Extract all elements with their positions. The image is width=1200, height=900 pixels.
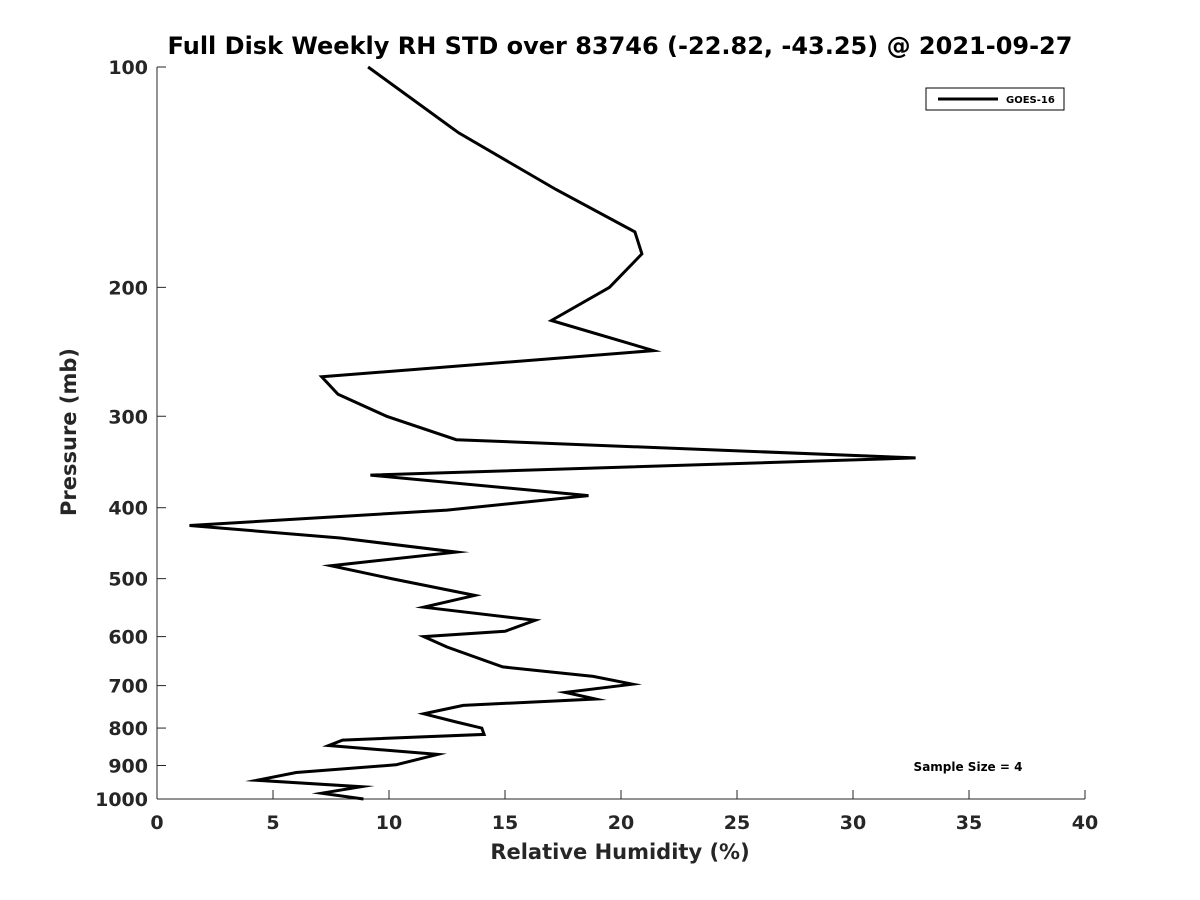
x-tick-label: 25 <box>724 812 750 834</box>
series-line-goes-16 <box>189 65 916 801</box>
y-tick-label: 100 <box>108 57 148 79</box>
x-tick-label: 0 <box>150 812 163 834</box>
y-tick-label: 600 <box>108 627 148 649</box>
sample-size-annotation: Sample Size = 4 <box>914 760 1023 774</box>
x-tick-label: 30 <box>840 812 866 834</box>
y-tick-label: 500 <box>108 569 148 591</box>
x-tick-label: 40 <box>1072 812 1098 834</box>
y-axis-label: Pressure (mb) <box>57 348 81 516</box>
x-tick-label: 35 <box>956 812 982 834</box>
x-tick-label: 20 <box>608 812 634 834</box>
x-axis-label: Relative Humidity (%) <box>490 840 749 864</box>
y-tick-label: 700 <box>108 676 148 698</box>
chart-title: Full Disk Weekly RH STD over 83746 (-22.… <box>168 32 1073 60</box>
y-tick-label: 1000 <box>95 789 148 811</box>
y-tick-label: 300 <box>108 406 148 428</box>
legend: GOES-16 <box>925 87 1065 111</box>
y-tick-label: 200 <box>108 277 148 299</box>
x-tick-label: 5 <box>266 812 279 834</box>
y-tick-label: 800 <box>108 718 148 740</box>
legend-label-goes-16: GOES-16 <box>1006 95 1055 106</box>
axis-ticks: 0 5 10 15 20 25 30 35 40 100 200 300 400 500 600 700 800… <box>95 57 1098 834</box>
y-tick-label: 900 <box>108 756 148 778</box>
x-tick-label: 10 <box>376 812 402 834</box>
plot-axes <box>156 67 1085 800</box>
x-tick-label: 15 <box>492 812 518 834</box>
series-layer <box>189 65 916 801</box>
y-tick-label: 400 <box>108 498 148 520</box>
